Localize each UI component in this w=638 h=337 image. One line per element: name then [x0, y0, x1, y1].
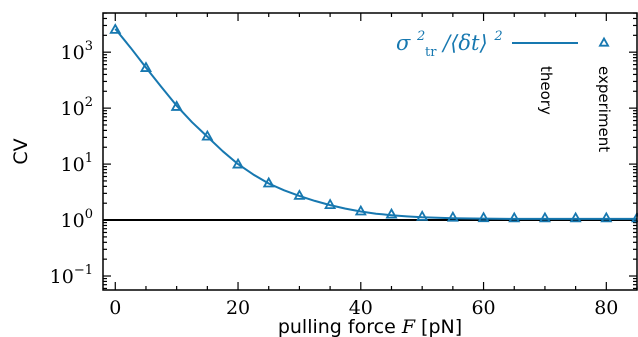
- legend-theory-label: theory: [537, 66, 555, 115]
- legend-sigma-exponent: 2: [416, 29, 425, 44]
- experiment-point: [508, 211, 521, 223]
- x-tick-label: 60: [471, 297, 495, 319]
- y-tick-label: 10−1: [50, 263, 93, 288]
- experiment-point: [569, 211, 582, 223]
- y-tick-label: 101: [61, 151, 93, 176]
- tick-marks: [103, 12, 638, 290]
- legend-formula: σ 2 tr /⟨δt⟩ 2: [396, 21, 503, 61]
- x-tick-label: 80: [594, 297, 618, 319]
- y-tick-label: 103: [61, 39, 93, 64]
- legend-sigma: σ: [396, 31, 411, 55]
- y-axis-label: CV: [10, 138, 32, 164]
- legend-denominator-exponent: 2: [493, 29, 502, 44]
- experiment-point: [416, 210, 429, 221]
- x-axis-label-prefix: pulling force: [278, 316, 396, 337]
- experiment-point: [262, 176, 275, 188]
- legend: σ 2 tr /⟨δt⟩ 2 theory experiment: [396, 21, 613, 152]
- experiment-point: [324, 198, 337, 209]
- x-tick-label: 0: [109, 297, 121, 319]
- legend-denominator: /⟨δt⟩: [441, 31, 488, 55]
- theory-curve: [114, 28, 637, 220]
- experiment-point: [139, 61, 153, 72]
- experiment-point: [354, 204, 367, 216]
- legend-sigma-subscript: tr: [425, 45, 437, 60]
- experiment-point: [446, 210, 459, 222]
- legend-experiment-label: experiment: [595, 66, 613, 152]
- y-tick-label: 102: [61, 95, 93, 120]
- experiment-point: [201, 129, 214, 141]
- x-axis-label-unit: [pN]: [421, 316, 462, 337]
- experiment-point: [170, 100, 183, 111]
- experiment-point: [231, 157, 245, 169]
- experiment-point: [109, 23, 122, 34]
- x-axis-label-variable: F: [401, 316, 416, 337]
- x-axis-label: pulling force F [pN]: [278, 316, 462, 337]
- legend-experiment-marker: [598, 36, 610, 47]
- experiment-point: [600, 211, 613, 223]
- experiment-point: [538, 211, 551, 223]
- plot-area: [102, 12, 638, 291]
- experiment-point: [385, 207, 398, 219]
- y-tick-label: 100: [61, 207, 93, 232]
- tick-labels: 0 20 40 60 80 10−1 100 101 102 103: [50, 39, 619, 319]
- x-tick-label: 20: [226, 297, 250, 319]
- experiment-point: [477, 211, 490, 223]
- experiment-point: [293, 189, 306, 200]
- x-tick-label: 40: [349, 297, 373, 319]
- series-layer: [109, 23, 638, 223]
